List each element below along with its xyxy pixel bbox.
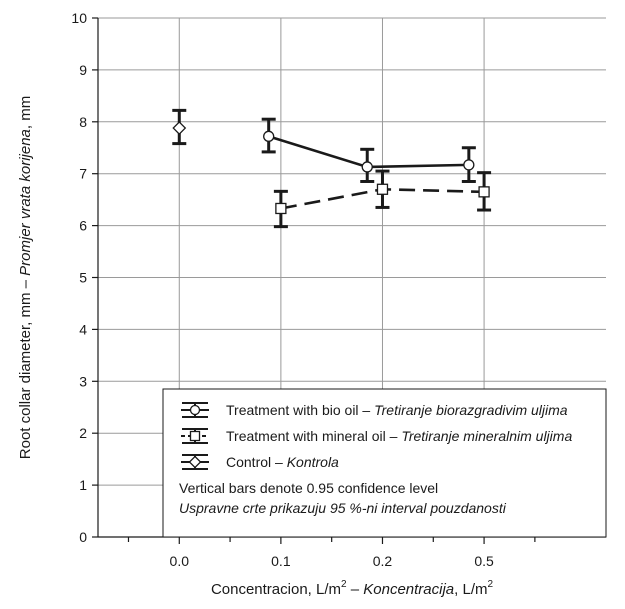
legend-note-en: Vertical bars denote 0.95 confidence lev… [179, 480, 438, 496]
x-title-en-sup: 2 [341, 579, 347, 590]
y-tick-label-4: 4 [79, 321, 87, 337]
x-title-hr-suffix: , L/m [454, 581, 487, 598]
legend-label-circle: Treatment with bio oil – Tretiranje bior… [226, 402, 568, 418]
y-tick-label-9: 9 [79, 62, 87, 78]
series-diamond-point-0 [172, 121, 187, 135]
legend-label-en-diamond: Control – [226, 454, 287, 470]
series-layer [172, 108, 492, 229]
y-tick-label-10: 10 [71, 10, 87, 26]
y-axis-title: Root collar diameter, mm – Promjer vrata… [17, 96, 34, 459]
legend: Treatment with bio oil – Tretiranje bior… [162, 388, 607, 538]
y-tick-label-3: 3 [79, 373, 87, 389]
y-tick-label-7: 7 [79, 166, 87, 182]
legend-label-diamond: Control – Kontrola [226, 454, 339, 470]
series-diamond [172, 108, 187, 146]
y-tick-label-6: 6 [79, 218, 87, 234]
legend-label-hr-circle: Tretiranje biorazgradivim uljima [374, 402, 568, 418]
x-title-hr: Koncentracija [363, 581, 454, 598]
x-title-sep: – [347, 581, 364, 598]
series-circle-point-2 [463, 159, 475, 171]
series-circle-point-0 [263, 130, 275, 142]
series-circle-point-1 [361, 161, 373, 173]
y-tick-label-0: 0 [79, 529, 87, 545]
x-tick-label-2: 0.2 [373, 553, 393, 569]
series-square-point-1 [376, 183, 389, 195]
legend-swatch-marker-square [189, 430, 201, 442]
y-title-suffix: , mm [17, 96, 34, 129]
series-square-point-2 [478, 186, 490, 198]
legend-label-en-circle: Treatment with bio oil – [226, 402, 374, 418]
legend-label-en-square: Treatment with mineral oil – [226, 428, 401, 444]
series-square-point-0 [275, 202, 287, 215]
y-tick-label-2: 2 [79, 425, 87, 441]
legend-label-square: Treatment with mineral oil – Tretiranje … [226, 428, 572, 444]
x-title-en: Concentracion, L/m [211, 581, 341, 598]
legend-swatch-marker-circle [189, 404, 201, 416]
x-title-hr-sup: 2 [488, 579, 494, 590]
x-axis-title: Concentracion, L/m2 – Koncentracija, L/m… [211, 579, 494, 598]
legend-item-circle: Treatment with bio oil – Tretiranje bior… [181, 402, 568, 418]
legend-items: Treatment with bio oil – Tretiranje bior… [181, 402, 572, 470]
series-circle [261, 117, 476, 183]
legend-box [162, 388, 607, 538]
x-tick-label-1: 0.1 [271, 553, 291, 569]
y-title-hr: Promjer vrata korijena [17, 129, 34, 276]
y-title-en: Root collar diameter, mm – [17, 276, 34, 459]
legend-item-square: Treatment with mineral oil – Tretiranje … [181, 428, 572, 444]
x-tick-label-3: 0.5 [474, 553, 494, 569]
legend-label-hr-diamond: Kontrola [287, 454, 339, 470]
legend-item-diamond: Control – Kontrola [181, 454, 339, 470]
y-tick-label-8: 8 [79, 114, 87, 130]
legend-swatch-marker-diamond [188, 455, 202, 469]
y-tick-label-1: 1 [79, 477, 87, 493]
legend-note-hr: Uspravne crte prikazuju 95 %-ni interval… [179, 500, 507, 516]
x-tick-label-0: 0.0 [170, 553, 190, 569]
series-square [273, 169, 492, 229]
y-tick-label-5: 5 [79, 270, 87, 286]
legend-label-hr-square: Tretiranje mineralnim uljima [401, 428, 572, 444]
